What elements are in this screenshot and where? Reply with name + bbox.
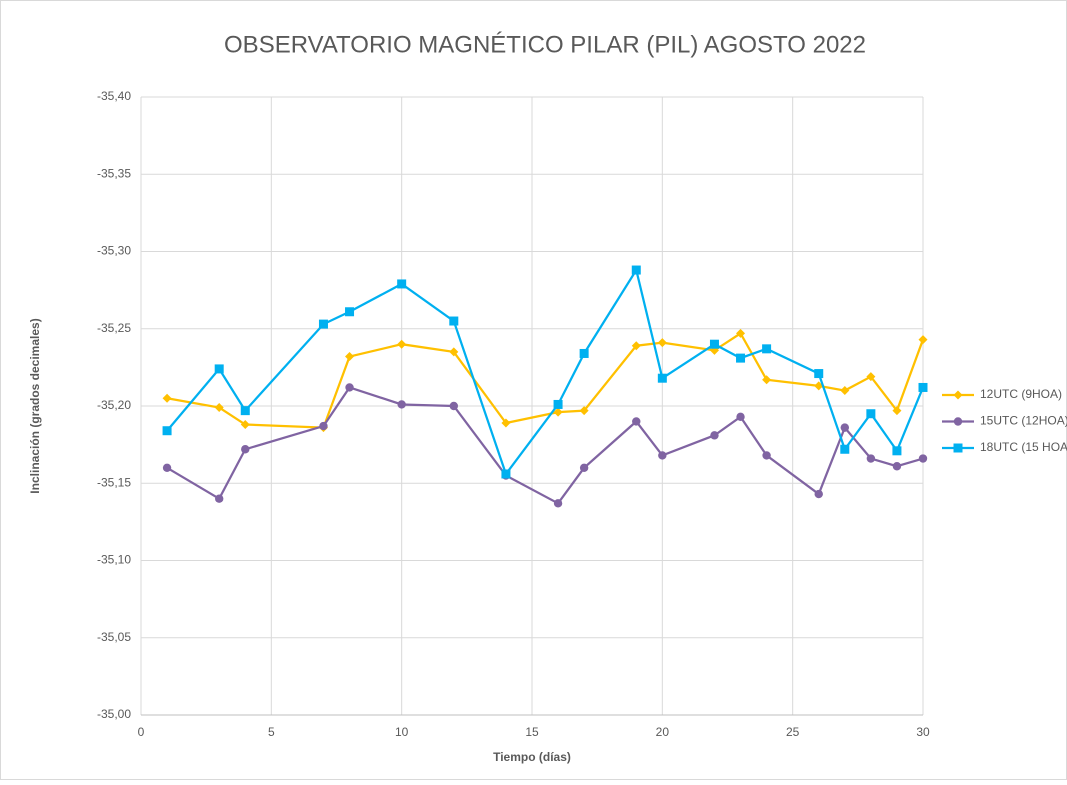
data-point: [762, 344, 772, 354]
data-point: [553, 407, 563, 417]
x-tick-label: 15: [525, 725, 539, 739]
data-point: [658, 451, 667, 460]
data-point: [814, 381, 824, 391]
data-point: [318, 319, 328, 329]
data-point: [345, 307, 355, 317]
data-point: [553, 399, 563, 409]
legend-marker: [953, 390, 963, 400]
x-tick-label: 0: [138, 725, 145, 739]
data-point: [215, 494, 224, 503]
data-point: [736, 353, 746, 363]
data-point: [892, 446, 902, 456]
x-tick-label: 5: [268, 725, 275, 739]
y-axis-label: Inclinación (grados decimales): [28, 318, 42, 493]
legend-marker: [953, 443, 963, 453]
x-tick-label: 30: [916, 725, 930, 739]
data-point: [240, 420, 250, 430]
y-tick-label: -35,40: [97, 89, 131, 103]
data-point: [631, 341, 641, 351]
legend-label: 12UTC (9HOA): [980, 387, 1062, 401]
data-point: [449, 401, 458, 411]
data-point: [397, 279, 407, 289]
y-tick-label: -35,10: [97, 553, 131, 567]
data-point: [866, 454, 876, 463]
data-point: [631, 265, 641, 275]
data-point: [345, 383, 354, 392]
data-point: [918, 382, 928, 392]
data-point: [397, 339, 407, 349]
data-point: [579, 348, 589, 358]
legend-label: 18UTC (15 HOA): [980, 440, 1067, 454]
data-point: [709, 339, 719, 349]
x-tick-label: 20: [656, 725, 670, 739]
data-point: [657, 338, 667, 348]
data-point: [892, 462, 902, 471]
data-point: [814, 369, 824, 379]
y-tick-label: -35,20: [97, 398, 131, 412]
data-point: [918, 335, 928, 345]
x-tick-label: 10: [395, 725, 409, 739]
data-point: [501, 469, 511, 479]
data-point: [449, 347, 459, 357]
data-point: [241, 445, 250, 454]
data-point: [501, 418, 511, 428]
x-tick-label: 25: [786, 725, 800, 739]
data-point: [866, 409, 876, 419]
data-point: [579, 406, 589, 416]
data-point: [814, 489, 823, 499]
data-point: [214, 364, 224, 374]
data-point: [892, 406, 902, 416]
data-point: [710, 431, 719, 440]
data-point: [162, 426, 172, 436]
data-point: [397, 400, 406, 409]
data-point: [579, 463, 589, 472]
data-point: [632, 417, 641, 426]
data-point: [553, 499, 563, 508]
data-point: [736, 412, 745, 422]
x-axis-label: Tiempo (días): [493, 750, 571, 764]
data-point: [840, 444, 850, 454]
y-tick-label: -35,25: [97, 321, 131, 335]
legend-label: 15UTC (12HOA): [980, 414, 1067, 428]
data-point: [918, 454, 928, 463]
data-point: [762, 451, 771, 460]
data-point: [345, 352, 355, 362]
data-point: [840, 386, 850, 396]
data-point: [866, 372, 876, 382]
series-line: [166, 331, 925, 429]
y-tick-label: -35,00: [97, 707, 131, 721]
data-point: [736, 328, 746, 338]
data-point: [162, 393, 172, 403]
data-point: [162, 463, 172, 472]
legend-marker: [953, 417, 963, 426]
data-point: [214, 403, 224, 413]
chart-title: OBSERVATORIO MAGNÉTICO PILAR (PIL) AGOST…: [224, 31, 866, 58]
y-tick-label: -35,30: [97, 244, 131, 258]
data-point: [240, 406, 250, 416]
y-tick-label: -35,05: [97, 630, 131, 644]
data-point: [449, 316, 459, 326]
data-point: [840, 423, 849, 432]
data-point: [762, 375, 772, 385]
data-point: [319, 421, 328, 431]
y-tick-label: -35,35: [97, 166, 131, 180]
y-tick-label: -35,15: [97, 475, 131, 489]
data-point: [657, 373, 667, 383]
